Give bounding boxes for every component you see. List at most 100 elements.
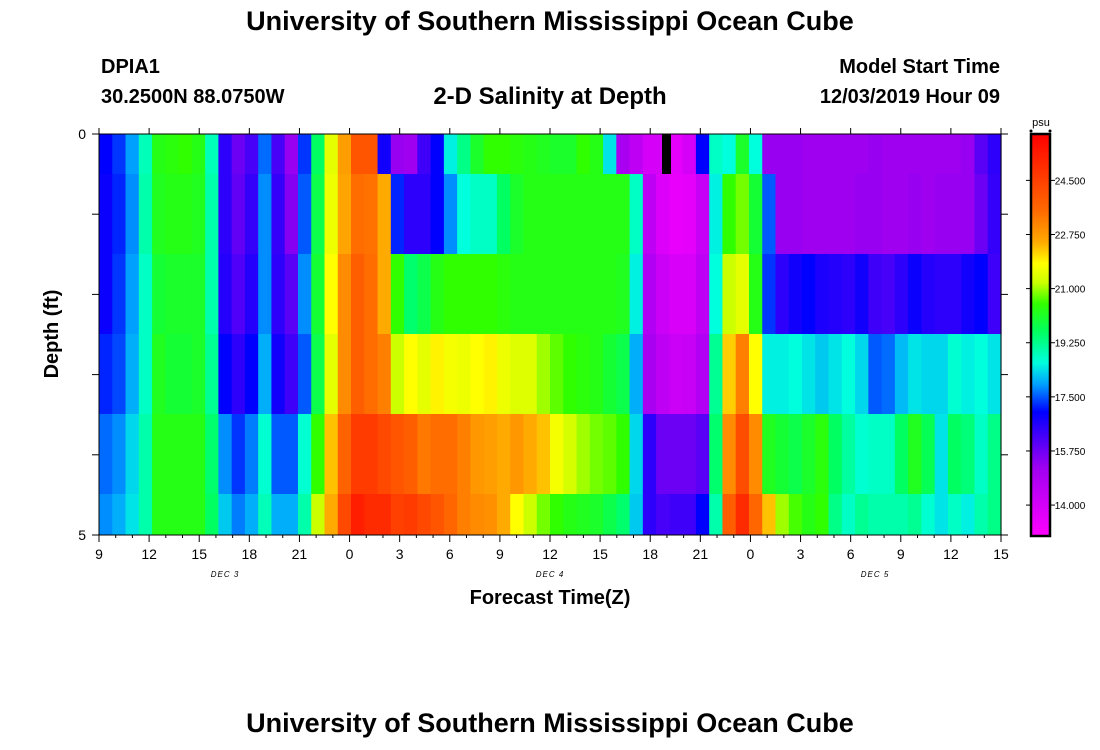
x-tick-label: 21 [693, 546, 709, 562]
heatmap-cell [934, 134, 949, 174]
heatmap-cell [430, 134, 445, 174]
heatmap-cell [125, 334, 140, 414]
heatmap-cell [589, 134, 604, 174]
heatmap-cell [390, 134, 405, 174]
heatmap-cell [868, 174, 883, 254]
heatmap-cell [642, 334, 657, 414]
heatmap-cell [430, 174, 445, 254]
heatmap-cell [868, 254, 883, 334]
heatmap-cell [443, 334, 458, 414]
x-tick-label: 12 [542, 546, 558, 562]
heatmap-cell [258, 494, 273, 535]
heatmap-cell [99, 254, 113, 334]
heatmap-cell [934, 254, 949, 334]
heatmap-cell [961, 174, 976, 254]
heatmap-cell [881, 494, 896, 535]
heatmap-cell [244, 334, 259, 414]
heatmap-cell [470, 254, 485, 334]
heatmap-cell [881, 414, 896, 494]
heatmap-cell [603, 174, 617, 254]
heatmap-cell [218, 254, 233, 334]
heatmap-cell [921, 334, 936, 414]
model-start-date: 12/03/2019 Hour 09 [819, 86, 1000, 108]
heatmap-cell [178, 254, 193, 334]
heatmap-cell [802, 414, 816, 494]
heatmap-cell [178, 334, 193, 414]
heatmap-cell [536, 494, 551, 535]
heatmap-cell [191, 334, 206, 414]
heatmap-cell [271, 334, 286, 414]
heatmap-cell [828, 174, 843, 254]
heatmap-cell [682, 254, 697, 334]
heatmap-cell [390, 334, 405, 414]
heatmap-cell [510, 174, 525, 254]
heatmap-cell [576, 134, 591, 174]
heatmap-cell [443, 414, 458, 494]
heatmap-cell [284, 414, 299, 494]
heatmap-cell [855, 254, 869, 334]
heatmap-cell [523, 134, 538, 174]
heatmap-cell [656, 334, 670, 414]
y-tick-label: 5 [78, 527, 86, 543]
heatmap-cell [629, 134, 644, 174]
heatmap-cell [377, 334, 392, 414]
heatmap-cell [934, 494, 949, 535]
heatmap-cell [191, 134, 206, 174]
heatmap-cell [258, 254, 273, 334]
heatmap-cell [324, 494, 339, 535]
heatmap-cell [748, 494, 763, 535]
heatmap-cell [536, 134, 551, 174]
heatmap-cell [430, 334, 445, 414]
heatmap-cell [404, 334, 418, 414]
heatmap-cell [947, 414, 962, 494]
heatmap-cell [762, 334, 777, 414]
heatmap-cell [987, 334, 1002, 414]
heatmap-cell [841, 334, 856, 414]
heatmap-cell [205, 134, 219, 174]
heatmap-cell [616, 174, 631, 254]
heatmap-cell [404, 494, 418, 535]
heatmap-cell [709, 334, 724, 414]
x-tick-label: 15 [592, 546, 608, 562]
footer-title: University of Southern Mississippi Ocean… [246, 708, 854, 738]
colorbar-tick-label: 21.000 [1055, 285, 1086, 296]
date-labels: DEC 3 DEC 4 DEC 5 [211, 570, 889, 579]
heatmap-cell [284, 134, 299, 174]
heatmap-cell [523, 254, 538, 334]
heatmap-cell [682, 414, 697, 494]
heatmap-cell [244, 414, 259, 494]
x-tick-label: 0 [346, 546, 354, 562]
heatmap-cell [709, 254, 724, 334]
heatmap-cell [311, 414, 326, 494]
heatmap-cell [974, 494, 989, 535]
heatmap-cell [682, 134, 697, 174]
heatmap-cell [908, 134, 923, 174]
heatmap-cell [695, 334, 710, 414]
y-axis-label: Depth (ft) [41, 290, 63, 379]
heatmap-cell [815, 414, 830, 494]
heatmap-cell [165, 414, 180, 494]
heatmap-cell [828, 254, 843, 334]
heatmap-cell [152, 134, 166, 174]
colorbar-unit-label: psu [1032, 117, 1050, 129]
colorbar-end-dot [1029, 129, 1033, 133]
heatmap-cell [709, 414, 724, 494]
heatmap-cell [762, 494, 777, 535]
heatmap-cell [974, 254, 989, 334]
heatmap-cell [603, 134, 617, 174]
heatmap-cell [629, 494, 644, 535]
heatmap-cell [775, 254, 790, 334]
heatmap-cell [974, 174, 989, 254]
heatmap-cell [324, 134, 339, 174]
heatmap-cell [802, 334, 816, 414]
heatmap-cell [603, 334, 617, 414]
heatmap-cell [404, 414, 418, 494]
heatmap-cell [99, 174, 113, 254]
station-coordinates: 30.2500N 88.0750W [101, 86, 285, 108]
colorbar-ticks: 24.500 22.750 21.000 19.250 17.500 15.750 14.0… [1026, 129, 1086, 512]
heatmap-cell [629, 174, 644, 254]
heatmap-cell [351, 334, 365, 414]
heatmap-cell [284, 254, 299, 334]
heatmap-cell [815, 134, 830, 174]
heatmap-cell [815, 174, 830, 254]
